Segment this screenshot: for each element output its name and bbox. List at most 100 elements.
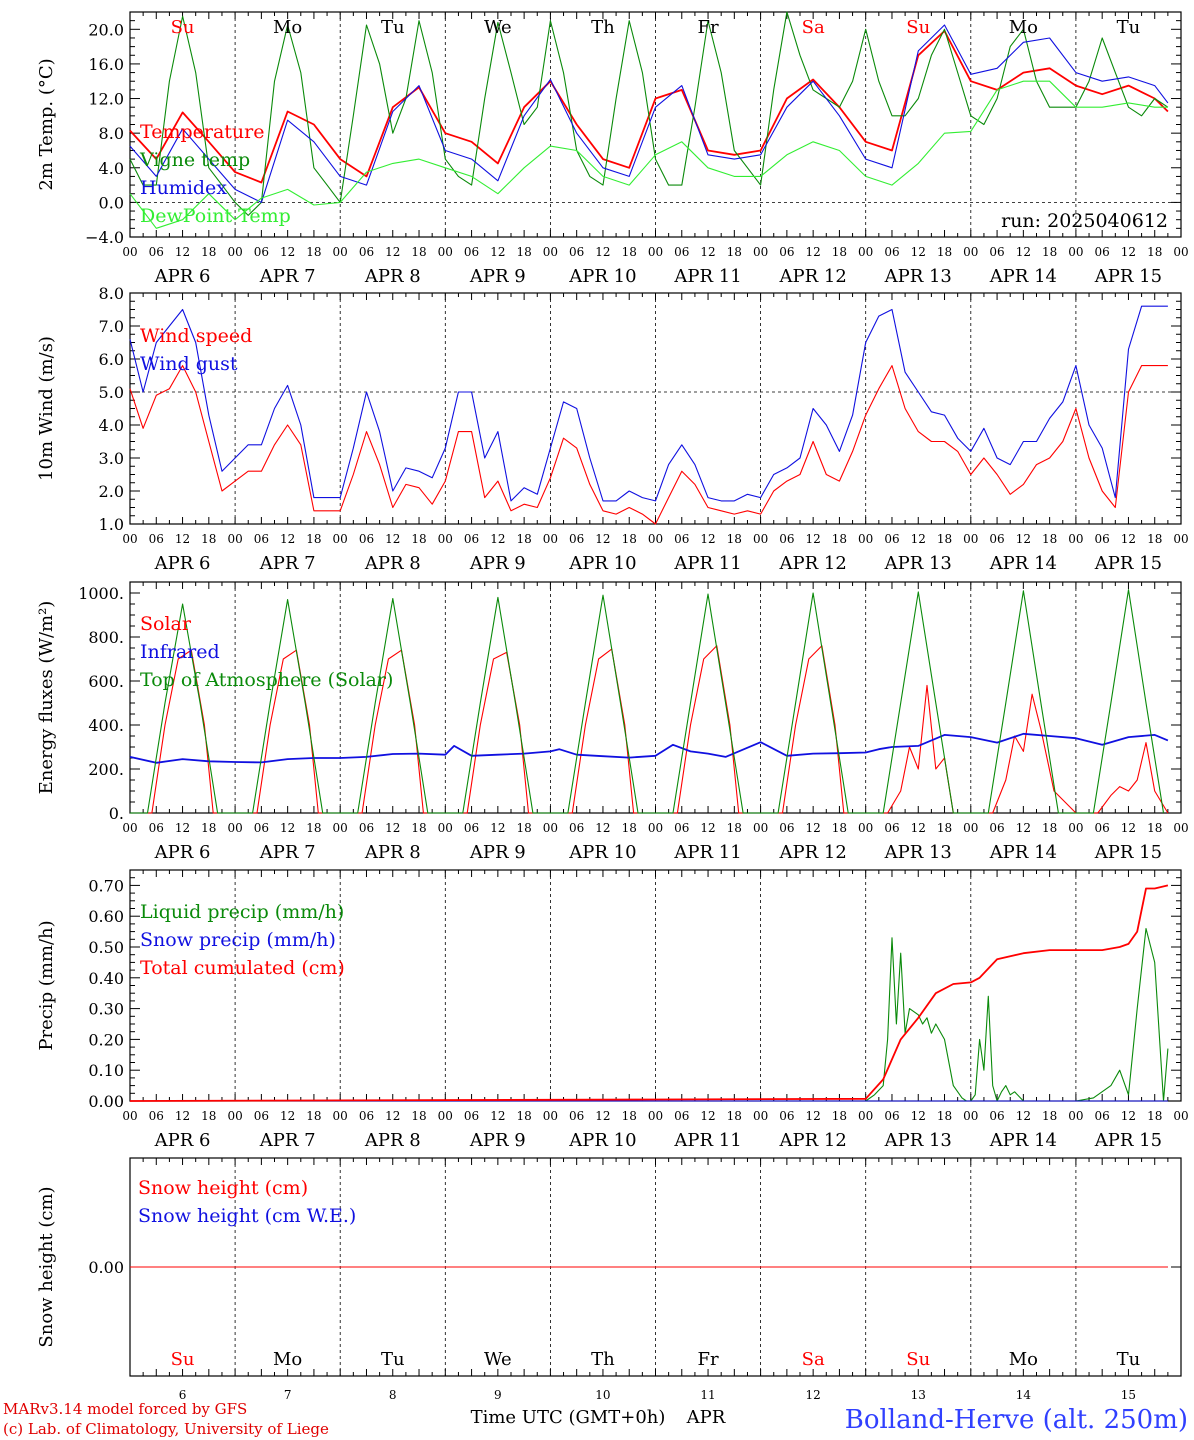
hour-label: 12 xyxy=(385,532,400,546)
hour-label: 06 xyxy=(674,245,689,259)
y-tick-label: 0.30 xyxy=(88,1000,124,1019)
date-number: 6 xyxy=(179,1388,187,1402)
date-number: 11 xyxy=(700,1388,715,1402)
hour-label: 18 xyxy=(1042,821,1057,835)
hour-label: 12 xyxy=(700,532,715,546)
hour-label: 00 xyxy=(122,245,137,259)
hour-label: 00 xyxy=(648,532,663,546)
y-tick-label: 12.0 xyxy=(88,90,124,109)
date-label: APR 6 xyxy=(154,842,211,863)
plot-frame xyxy=(129,11,1182,238)
hour-label: 06 xyxy=(569,821,584,835)
series-total-cumulated-cm- xyxy=(129,884,1169,1102)
y-axis-label: 10m Wind (m/s) xyxy=(36,336,57,481)
hour-label: 12 xyxy=(595,1109,610,1123)
hour-label: 06 xyxy=(149,245,164,259)
hour-label: 12 xyxy=(911,532,926,546)
y-tick-label: 0.50 xyxy=(88,938,124,957)
legend-entry: Wind gust xyxy=(140,353,238,375)
hour-label: 12 xyxy=(1121,1109,1136,1123)
date-label: APR 6 xyxy=(154,1130,211,1151)
hour-label: 18 xyxy=(937,245,952,259)
hour-label: 00 xyxy=(1068,821,1083,835)
date-number: 8 xyxy=(389,1388,397,1402)
weekday-label: Su xyxy=(906,1349,930,1370)
legend-entry: Temperature xyxy=(140,121,264,143)
hour-label: 18 xyxy=(306,245,321,259)
y-tick-label: 0.20 xyxy=(88,1030,124,1049)
hour-label: 06 xyxy=(254,532,269,546)
hour-label: 00 xyxy=(122,532,137,546)
hour-label: 18 xyxy=(1147,245,1162,259)
y-tick-label: 1.0 xyxy=(99,515,124,534)
date-label: APR 10 xyxy=(568,266,636,287)
weekday-label: Tu xyxy=(1117,1349,1141,1370)
weekday-label: Su xyxy=(171,1349,195,1370)
hour-label: 12 xyxy=(806,1109,821,1123)
y-tick-label: 16.0 xyxy=(88,55,124,74)
hour-label: 06 xyxy=(359,532,374,546)
y-tick-label: 6.0 xyxy=(99,350,124,369)
hour-label: 06 xyxy=(569,245,584,259)
weekday-label: Mo xyxy=(273,1349,302,1370)
hour-label: 00 xyxy=(753,1109,768,1123)
hour-label: 12 xyxy=(385,245,400,259)
hour-label: 18 xyxy=(622,245,637,259)
hour-label: 12 xyxy=(175,245,190,259)
hour-label: 12 xyxy=(490,245,505,259)
series-vigne-temp xyxy=(129,11,1169,216)
hour-label: 06 xyxy=(989,821,1004,835)
hour-label: 12 xyxy=(1016,532,1031,546)
hour-label: 18 xyxy=(832,532,847,546)
y-tick-label: 5.0 xyxy=(99,383,124,402)
hour-label: 12 xyxy=(806,532,821,546)
y-axis-label: Energy fluxes (W/m²) xyxy=(36,601,57,795)
hour-label: 18 xyxy=(937,821,952,835)
y-tick-label: 400. xyxy=(88,716,124,735)
hour-label: 06 xyxy=(674,532,689,546)
hour-label: 12 xyxy=(595,245,610,259)
x-axis-month: APR xyxy=(686,1407,726,1428)
hour-label: 00 xyxy=(438,245,453,259)
weekday-label: Fr xyxy=(698,17,719,38)
hour-label: 12 xyxy=(490,532,505,546)
legend-entry: Top of Atmosphere (Solar) xyxy=(140,669,393,691)
date-label: APR 8 xyxy=(364,842,421,863)
hour-label: 18 xyxy=(201,532,216,546)
hour-label: 18 xyxy=(516,532,531,546)
y-tick-label: 200. xyxy=(88,760,124,779)
hour-label: 00 xyxy=(333,821,348,835)
date-label: APR 10 xyxy=(568,553,636,574)
hour-label: 06 xyxy=(359,821,374,835)
date-label: APR 10 xyxy=(568,1130,636,1151)
date-label: APR 15 xyxy=(1094,1130,1162,1151)
date-label: APR 7 xyxy=(259,842,316,863)
date-label: APR 13 xyxy=(884,266,952,287)
weekday-label: Tu xyxy=(381,17,405,38)
hour-label: 18 xyxy=(727,245,742,259)
hour-label: 00 xyxy=(1068,245,1083,259)
series-temperature xyxy=(129,30,1169,184)
hour-label: 12 xyxy=(700,1109,715,1123)
hour-label: 06 xyxy=(464,245,479,259)
hour-label: 06 xyxy=(254,245,269,259)
hour-label: 00 xyxy=(648,821,663,835)
hour-label: 18 xyxy=(516,821,531,835)
hour-label: 18 xyxy=(306,1109,321,1123)
legend-entry: DewPoint Temp xyxy=(140,205,291,227)
date-label: APR 13 xyxy=(884,553,952,574)
hour-label: 06 xyxy=(149,1109,164,1123)
date-label: APR 13 xyxy=(884,842,952,863)
date-label: APR 12 xyxy=(779,1130,847,1151)
date-label: APR 7 xyxy=(259,1130,316,1151)
hour-label: 12 xyxy=(806,821,821,835)
date-label: APR 9 xyxy=(469,266,526,287)
date-label: APR 12 xyxy=(779,266,847,287)
hour-label: 18 xyxy=(306,821,321,835)
hour-label: 00 xyxy=(963,532,978,546)
date-number: 14 xyxy=(1016,1388,1032,1402)
hour-label: 06 xyxy=(779,245,794,259)
hour-label: 06 xyxy=(464,532,479,546)
hour-label: 06 xyxy=(1095,821,1110,835)
